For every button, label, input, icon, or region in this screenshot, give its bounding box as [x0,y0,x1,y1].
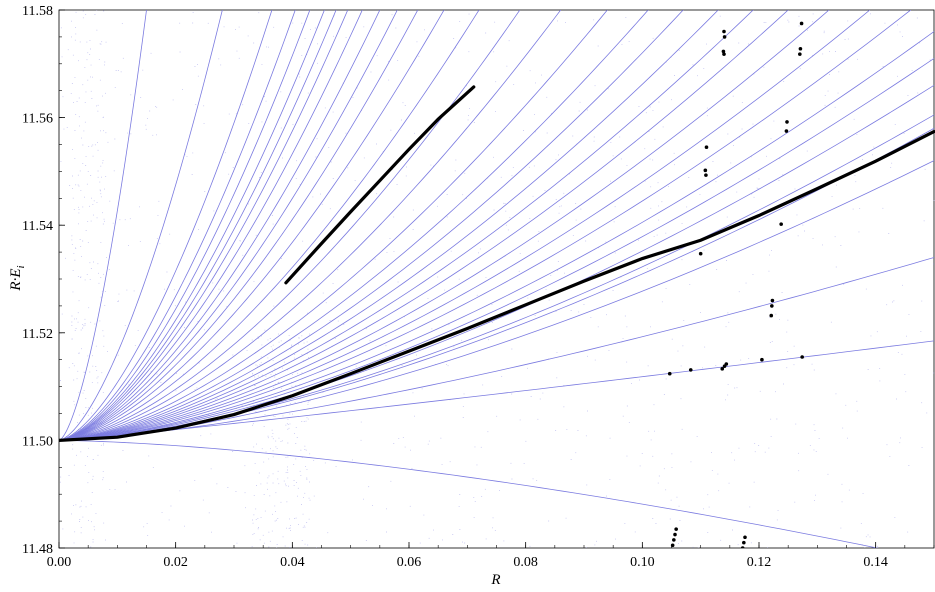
x-tick-label: 0.14 [863,555,888,570]
family-curve-22 [59,10,789,441]
family-curve-12 [59,10,419,441]
family-curve-5 [59,10,311,441]
highlight-series-1 [59,129,935,442]
highlight-point [760,357,764,362]
y-tick-label: 11.50 [22,434,53,449]
y-axis-title-sub: i [15,265,27,268]
family-curve-26 [59,31,935,441]
family-curves-layer [59,10,935,548]
family-curve-28 [59,84,935,441]
highlight-series-2 [284,85,476,285]
family-curve-20 [59,10,719,441]
axis-ticks-layer: 0.00 0.02 0.04 0.06 0.08 0.10 0.12 0.14 11.48 11.… [22,4,935,570]
highlight-point [798,46,803,51]
family-curve-8 [59,10,349,441]
highlight-point [779,222,783,226]
highlight-point [688,368,693,372]
family-curve-33 [59,340,935,441]
highlight-point [698,251,703,256]
highlight-point [722,35,727,39]
family-curve-24 [59,10,871,441]
x-axis-title: R [490,572,500,588]
highlight-point [743,535,747,540]
family-curve-17 [59,10,608,441]
y-axis-title: R·Ei [8,265,27,291]
family-curve-25 [59,10,911,441]
family-curve-3 [59,10,273,441]
noise-dots-layer [59,10,935,548]
highlight-point [667,371,672,376]
family-curve-29 [59,114,935,441]
y-tick-label: 11.52 [22,327,53,342]
highlight-point [673,532,677,537]
highlight-point [769,313,774,318]
highlight-point [785,120,789,124]
y-tick-label: 11.56 [22,112,53,127]
family-curve-4 [59,10,296,441]
highlight-point [742,540,746,545]
x-tick-label: 0.08 [513,555,538,570]
family-curve-2 [59,10,223,441]
x-tick-label: 0.02 [163,555,188,570]
highlight-point [672,538,676,542]
highlight-point [722,52,726,56]
family-curve-21 [59,10,754,441]
noise-dots [59,10,935,548]
x-tick-label: 0.04 [280,555,305,570]
family-curve-16 [59,10,561,441]
family-curve-1 [59,10,147,441]
highlight-point [798,52,802,56]
family-curve-11 [59,10,398,441]
family-curve-27 [59,58,935,441]
highlight-point [724,362,729,366]
family-curve-6 [59,10,325,441]
y-tick-label: 11.58 [22,4,53,19]
family-curve-14 [59,10,480,441]
family-curve-9 [59,10,363,441]
highlight-point [704,173,708,177]
y-tick-label: 11.54 [22,219,53,234]
family-curve-7 [59,10,337,441]
x-tick-label: 0.00 [47,555,72,570]
highlight-point [784,129,789,133]
highlight-point [704,145,709,149]
x-tick-label: 0.06 [397,555,422,570]
family-curve-31 [59,160,935,441]
family-curve-13 [59,10,445,441]
highlight-point [770,304,774,308]
highlight-point [674,527,678,531]
highlight-point [740,546,745,548]
y-tick-label: 11.48 [22,542,53,557]
highlight-point [721,49,726,54]
highlight-point [799,21,804,26]
family-curve-34 [59,440,880,548]
plot-frame [58,9,935,549]
family-curve-10 [59,10,381,441]
y-axis-title-main: R·E [8,268,24,291]
highlight-point [722,29,726,34]
family-curve-19 [59,10,684,441]
highlight-layer [59,21,935,548]
family-curve-23 [59,10,830,441]
highlight-point [770,298,775,303]
family-curve-18 [59,10,649,441]
highlight-point [720,367,725,371]
x-tick-label: 0.10 [630,555,655,570]
x-tick-label: 0.12 [747,555,772,570]
family-curve-32 [59,257,935,441]
highlight-point [703,168,708,173]
highlight-point [800,355,804,359]
